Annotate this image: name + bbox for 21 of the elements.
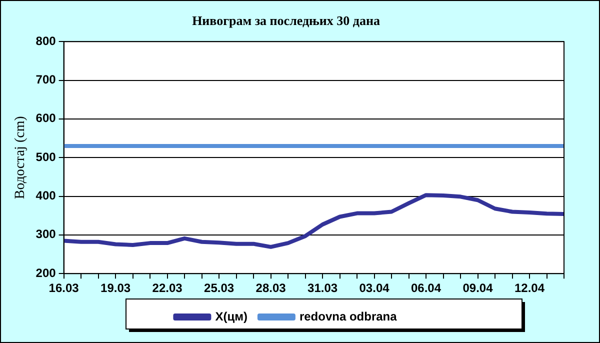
x-tick-label: 06.04 — [411, 281, 442, 296]
y-axis-title: Водостај (cm) — [13, 116, 28, 200]
x-tick-label: 19.03 — [100, 281, 131, 296]
x-tick-label: 25.03 — [204, 281, 234, 296]
x-tick-label: 16.03 — [48, 281, 80, 296]
chart-title: Нивограм за последњих 30 дана — [192, 13, 380, 28]
legend-label: X(цм) — [215, 309, 248, 324]
y-tick-label: 400 — [36, 188, 56, 203]
y-tick-label: 600 — [36, 111, 56, 126]
y-tick-label: 300 — [36, 227, 56, 242]
x-tick-label: 22.03 — [152, 281, 183, 296]
x-tick-label: 09.04 — [462, 281, 494, 296]
x-tick-label: 31.03 — [308, 281, 338, 296]
x-tick-label: 12.04 — [514, 281, 545, 296]
x-tick-label: 03.04 — [359, 281, 390, 296]
y-tick-label: 800 — [36, 34, 56, 48]
x-tick-label: 28.03 — [256, 281, 286, 296]
legend-label: redovna odbrana — [299, 309, 398, 324]
y-tick-label: 500 — [36, 150, 56, 164]
y-tick-label: 200 — [36, 266, 56, 280]
y-tick-label: 700 — [36, 72, 56, 87]
